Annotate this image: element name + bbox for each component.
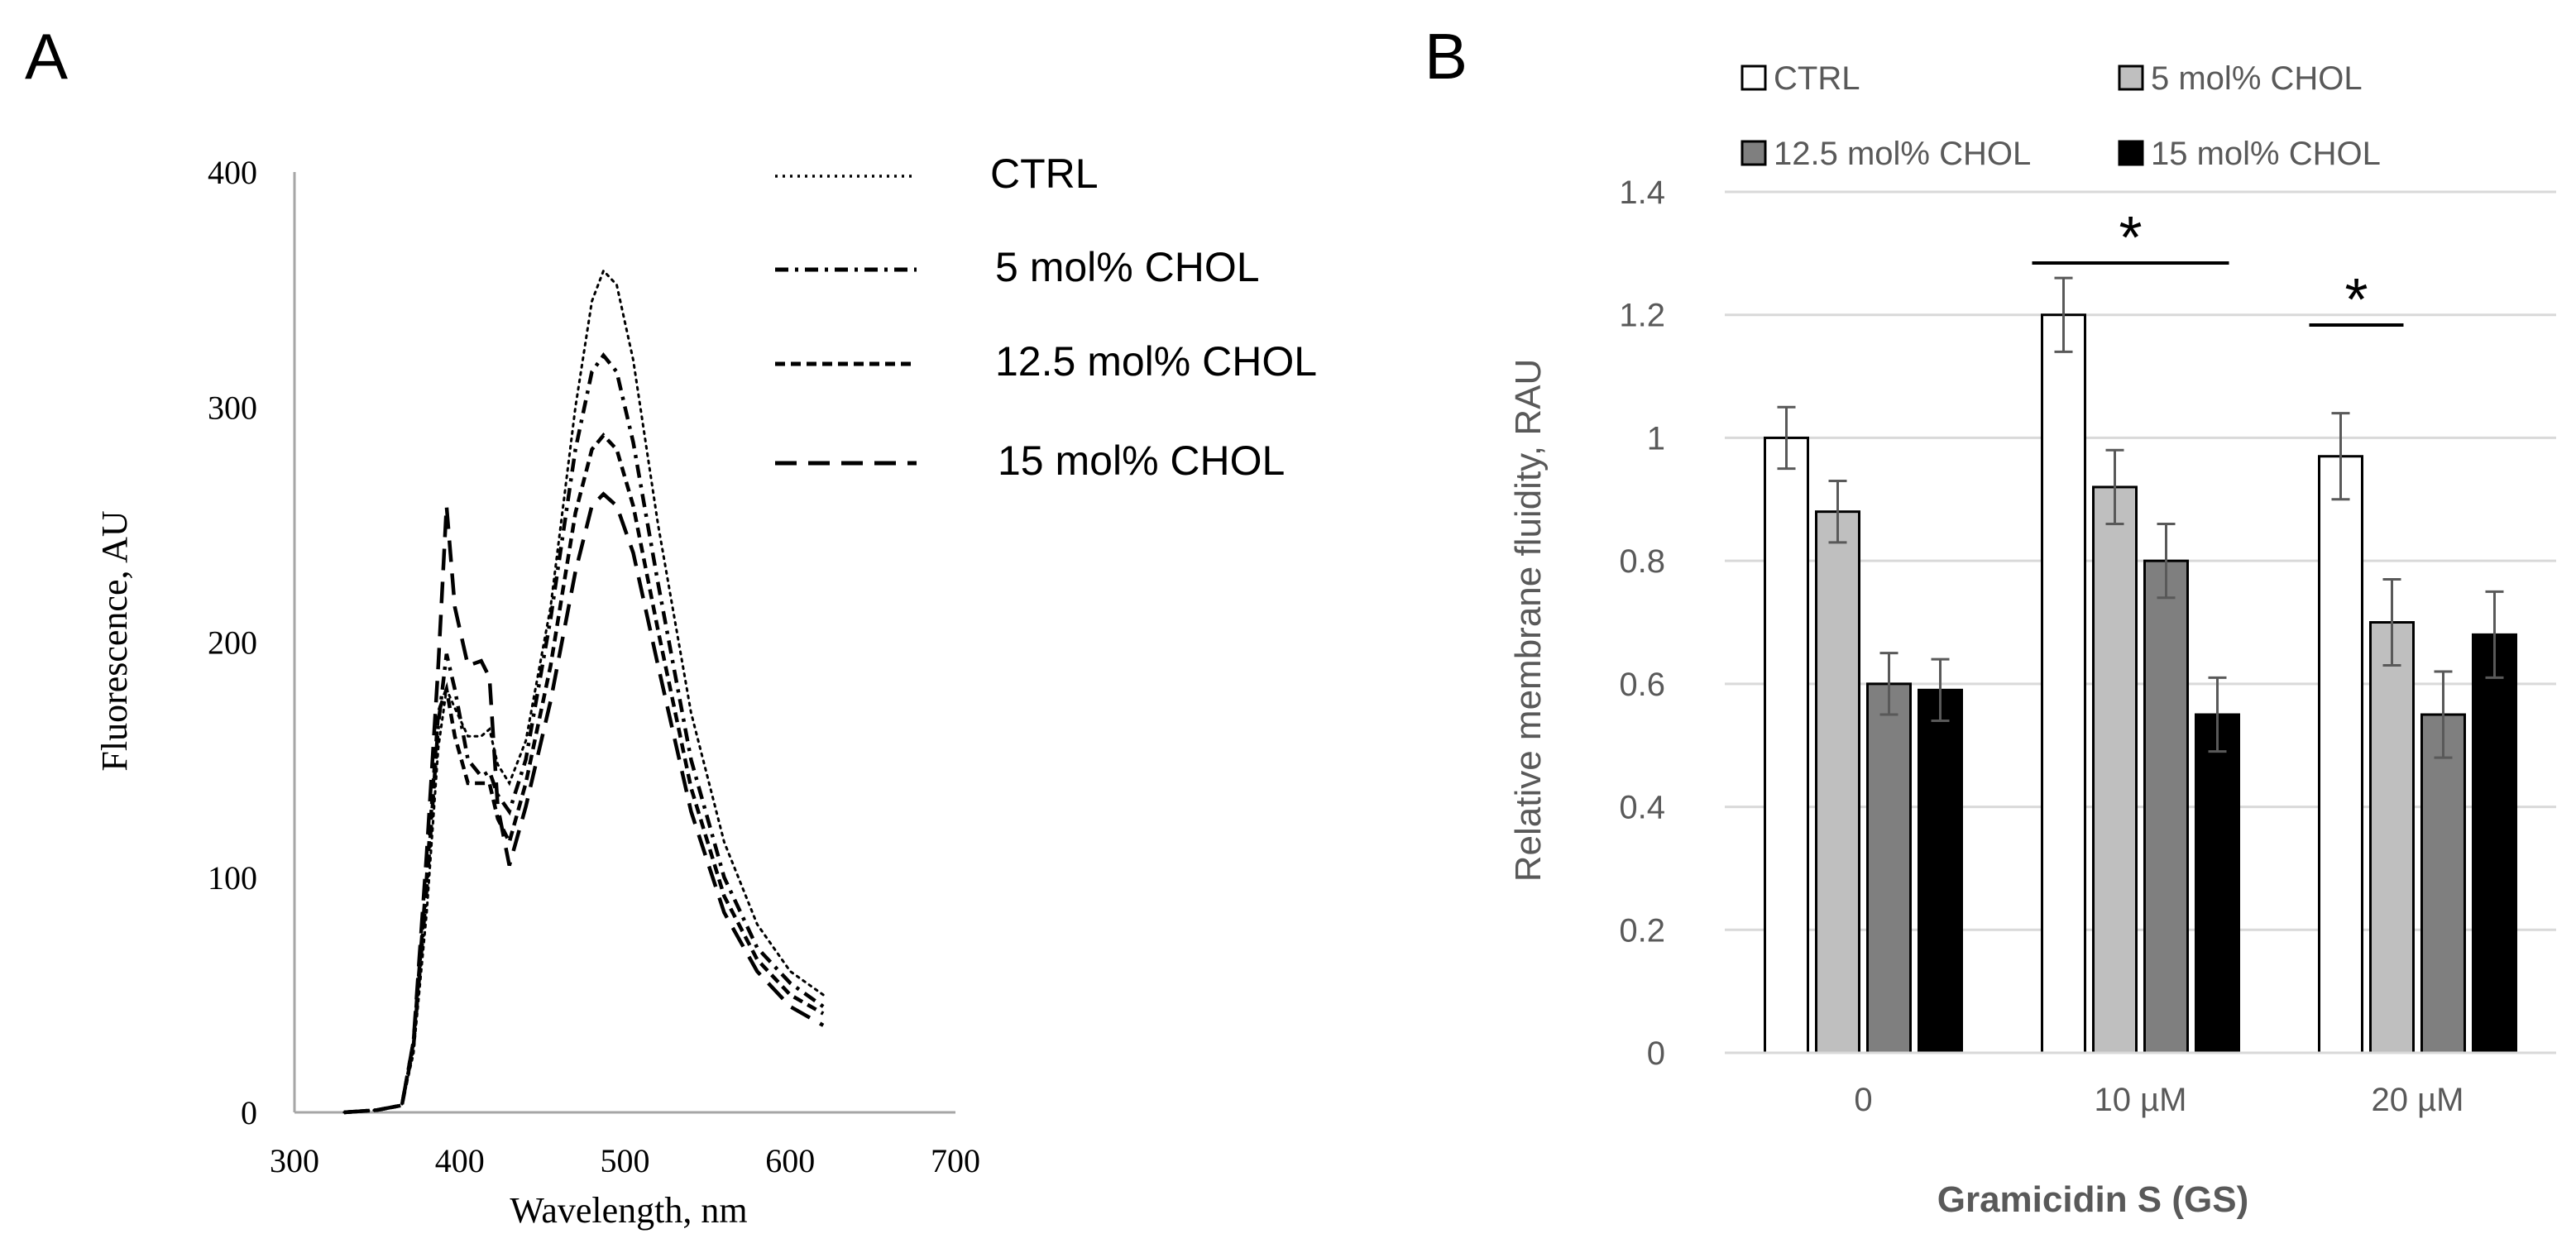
- a-x-tick-label: 500: [601, 1142, 650, 1179]
- b-gridlines: [1725, 190, 2556, 1054]
- b-bar: [2318, 455, 2363, 1054]
- b-x-tick-label: 20 µM: [2372, 1082, 2464, 1118]
- panel-b-bar-chart: 00.20.40.60.811.21.4 0 10 µM 20 µM ** CTRL…: [1508, 60, 2556, 1220]
- a-series-line-4: [343, 491, 825, 1115]
- a-legend-label-4: 15 mol% CHOL: [998, 438, 1285, 484]
- b-legend-label-4: 15 mol% CHOL: [2151, 136, 2381, 172]
- b-significance-star: *: [2344, 267, 2368, 333]
- b-legend-swatch-3: [1740, 140, 1767, 166]
- b-bar: [2041, 313, 2086, 1054]
- b-y-tick-label: 1: [1647, 420, 1665, 457]
- a-x-tick-label: 400: [435, 1142, 485, 1179]
- b-bar: [2420, 713, 2466, 1054]
- b-y-tick-label: 1.4: [1619, 175, 1665, 211]
- a-series-line-1: [342, 268, 825, 1114]
- a-x-tick-labels: 300 400 500 600 700: [270, 1142, 980, 1179]
- b-legend-swatch-2: [2118, 65, 2144, 91]
- b-significance-annotations: **: [2032, 205, 2404, 333]
- a-legend-label-2: 5 mol% CHOL: [995, 244, 1260, 290]
- b-y-tick-label: 0: [1647, 1035, 1665, 1072]
- a-y-tick-label: 100: [208, 859, 257, 897]
- a-x-axis-label: Wavelength, nm: [510, 1190, 747, 1231]
- b-bar: [2472, 633, 2517, 1054]
- b-bar: [1815, 510, 1860, 1054]
- a-legend: CTRL 5 mol% CHOL 12.5 mol% CHOL 15 mol% CHO…: [775, 151, 1317, 484]
- a-y-axis-label: Fluorescence, AU: [94, 510, 135, 771]
- b-bars: [1725, 276, 2556, 1054]
- b-legend: CTRL 5 mol% CHOL 12.5 mol% CHOL 15 mol% CHO…: [1740, 60, 2381, 172]
- b-legend-swatch-4: [2118, 140, 2144, 166]
- b-legend-swatch-1: [1740, 65, 1767, 91]
- b-bar: [1764, 436, 1809, 1054]
- b-x-tick-label: 0: [1854, 1082, 1872, 1118]
- b-bar: [1866, 682, 1912, 1054]
- a-legend-label-1: CTRL: [990, 151, 1099, 197]
- b-y-axis-label: Relative membrane fluidity, RAU: [1508, 359, 1549, 882]
- b-x-tick-label: 10 µM: [2095, 1082, 2187, 1118]
- b-bar: [2092, 485, 2138, 1054]
- b-y-tick-label: 1.2: [1619, 298, 1665, 334]
- b-significance-star: *: [2119, 205, 2142, 271]
- b-bar: [2143, 559, 2189, 1054]
- a-y-tick-label: 400: [208, 154, 257, 191]
- b-bar: [2369, 621, 2415, 1054]
- b-bar: [1918, 688, 1963, 1054]
- a-series-lines: [342, 268, 825, 1115]
- a-x-tick-label: 700: [931, 1142, 980, 1179]
- a-x-tick-label: 600: [765, 1142, 815, 1179]
- b-y-tick-label: 0.4: [1619, 790, 1665, 826]
- b-legend-label-3: 12.5 mol% CHOL: [1774, 136, 2031, 172]
- a-y-tick-label: 0: [241, 1094, 257, 1131]
- b-y-tick-label: 0.8: [1619, 543, 1665, 580]
- panel-a-line-chart: 0 100 200 300 400 300 400 500 600 700 CTRL 5 mol%…: [94, 151, 1317, 1231]
- a-y-tick-label: 200: [208, 624, 257, 662]
- b-y-tick-label: 0.6: [1619, 667, 1665, 703]
- b-y-tick-label: 0.2: [1619, 912, 1665, 949]
- b-legend-label-1: CTRL: [1774, 60, 1860, 97]
- b-legend-label-2: 5 mol% CHOL: [2151, 60, 2363, 97]
- b-x-axis-label: Gramicidin S (GS): [1937, 1179, 2249, 1220]
- a-x-tick-label: 300: [270, 1142, 319, 1179]
- a-y-tick-label: 300: [208, 389, 257, 426]
- panel-b-label: B: [1424, 20, 1468, 93]
- a-y-tick-labels: 0 100 200 300 400: [208, 154, 257, 1131]
- panel-a-label: A: [25, 20, 68, 93]
- b-x-tick-labels: 0 10 µM 20 µM: [1854, 1082, 2463, 1118]
- b-y-tick-labels: 0 0.2 0.4 0.6 0.8 1 1.2 1.4: [1619, 175, 1665, 1072]
- a-legend-label-3: 12.5 mol% CHOL: [995, 338, 1317, 385]
- b-bar: [2195, 713, 2240, 1054]
